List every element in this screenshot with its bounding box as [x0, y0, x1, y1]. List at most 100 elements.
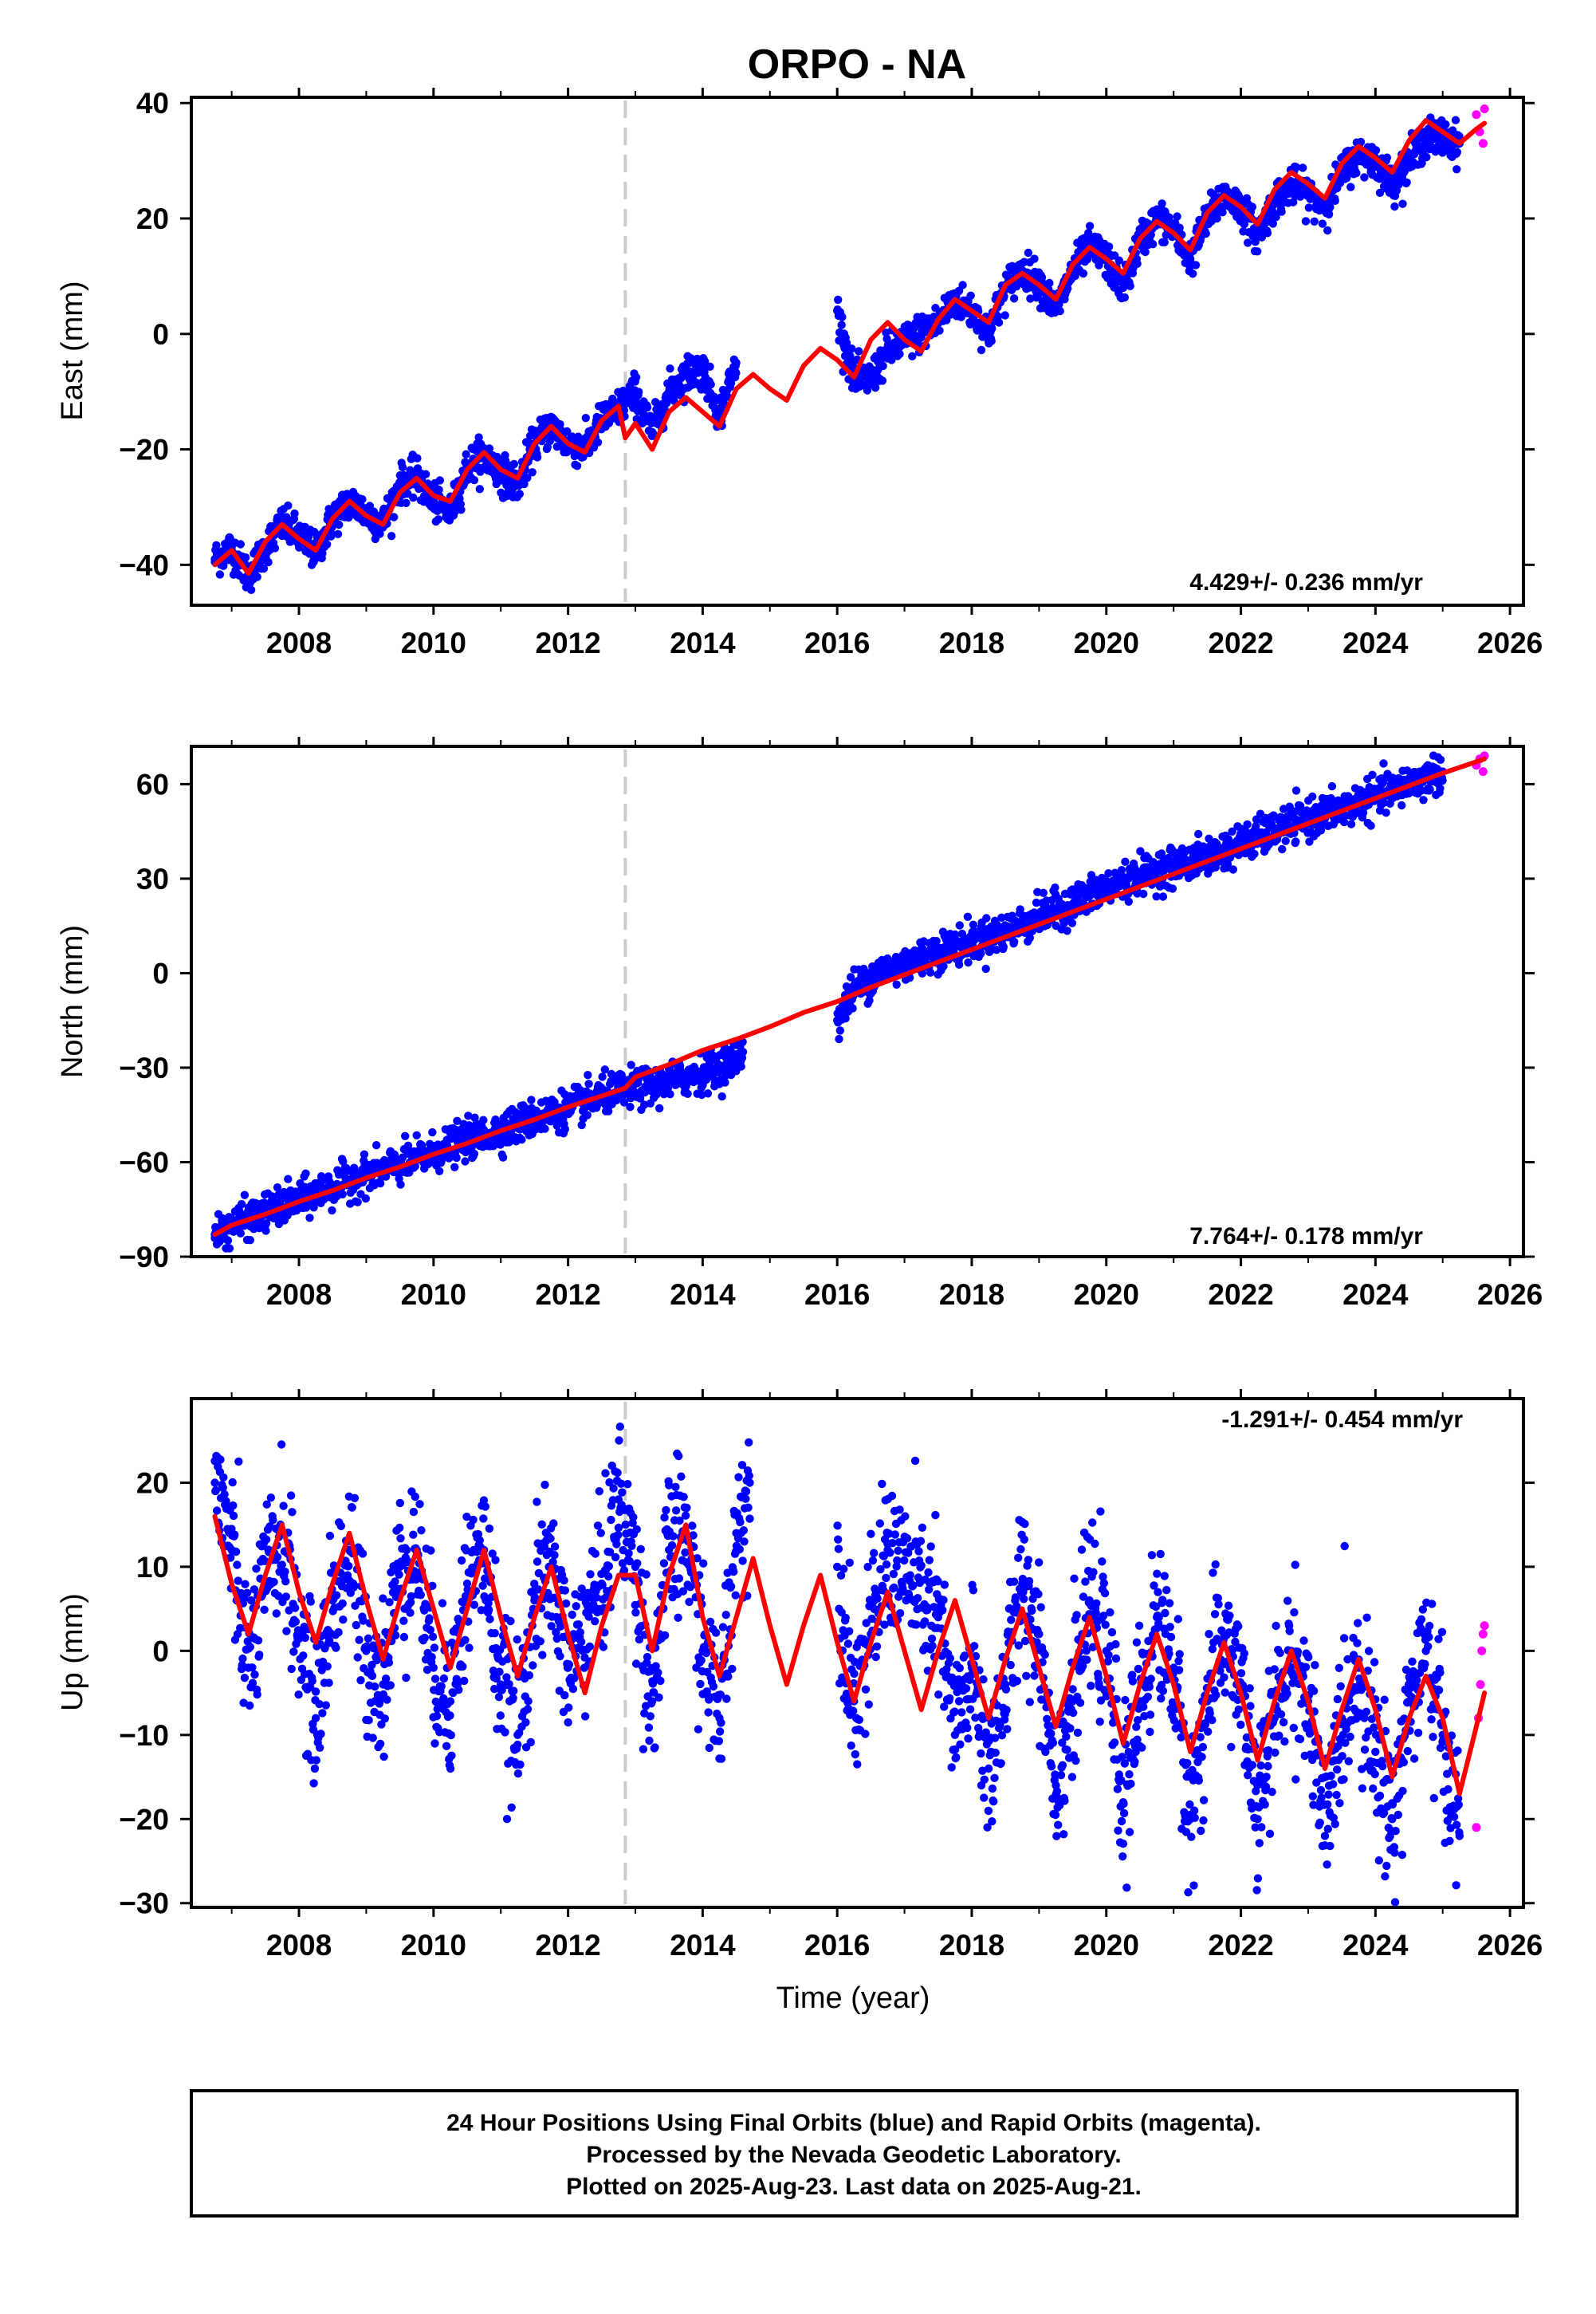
east-final-point	[1063, 284, 1072, 293]
north-final-point	[598, 1072, 607, 1081]
east-y-tick-label: 20	[136, 203, 169, 235]
east-final-point	[212, 541, 221, 549]
east-final-point	[264, 557, 273, 567]
north-final-point	[1278, 844, 1287, 854]
north-final-point	[1419, 796, 1428, 805]
east-final-point	[1287, 179, 1296, 188]
north-final-point	[682, 1072, 690, 1082]
east-final-point	[1323, 226, 1332, 235]
east-final-point	[686, 354, 696, 363]
east-final-point	[833, 306, 842, 315]
north-final-point	[1063, 927, 1071, 935]
east-final-point	[446, 509, 455, 518]
north-final-point	[1382, 809, 1390, 817]
up-x-tick-label: 2026	[1477, 1929, 1543, 1962]
east-x-tick-label: 2008	[266, 627, 332, 659]
north-final-point	[428, 1127, 437, 1137]
north-final-point	[338, 1190, 347, 1199]
north-final-point	[1228, 865, 1238, 874]
north-final-point	[470, 1149, 479, 1159]
north-final-point	[1117, 866, 1126, 875]
north-final-point	[1243, 820, 1252, 829]
north-final-point	[1039, 888, 1048, 898]
east-final-point	[215, 570, 225, 579]
east-final-point	[1000, 311, 1009, 320]
east-final-point	[470, 475, 479, 485]
east-final-point	[1024, 248, 1033, 258]
north-final-point	[583, 1111, 592, 1120]
north-final-point	[479, 1116, 488, 1124]
east-final-point	[1085, 222, 1095, 230]
north-y-tick-label: 30	[136, 863, 169, 895]
east-final-point	[1352, 168, 1361, 178]
east-x-tick-label: 2020	[1074, 627, 1139, 659]
up-y-tick-label: 0	[152, 1635, 169, 1667]
north-final-point	[246, 1236, 254, 1245]
north-final-point	[225, 1244, 234, 1253]
east-y-tick-label: −20	[119, 434, 169, 466]
east-final-point	[563, 427, 572, 436]
north-final-point	[237, 1199, 246, 1209]
up-final-point	[266, 1493, 275, 1502]
north-final-point	[627, 1061, 635, 1069]
up-x-tick-label: 2022	[1208, 1929, 1273, 1962]
up-final-point	[255, 1651, 264, 1659]
north-final-point	[360, 1150, 369, 1159]
north-final-point	[396, 1180, 405, 1189]
north-final-point	[666, 1090, 674, 1099]
east-final-point	[838, 313, 847, 321]
east-final-point	[698, 364, 707, 373]
east-final-point	[1189, 270, 1197, 278]
up-final-point	[216, 1455, 225, 1464]
north-final-point	[737, 1062, 745, 1071]
east-final-point	[1104, 242, 1114, 251]
east-final-point	[485, 444, 494, 453]
east-final-point	[1453, 165, 1461, 174]
east-final-point	[1052, 306, 1060, 315]
east-final-point	[435, 476, 444, 485]
east-final-point	[375, 529, 384, 538]
east-y-axis-label: East (mm)	[56, 281, 89, 420]
up-final-point	[229, 1511, 238, 1521]
east-rapid-orbits-points	[1472, 104, 1489, 148]
up-final-point	[253, 1690, 261, 1699]
east-final-point	[1253, 247, 1262, 256]
north-final-point	[967, 937, 977, 946]
north-final-point	[1169, 861, 1178, 871]
up-final-point	[219, 1473, 228, 1482]
north-final-point	[1308, 792, 1317, 801]
east-x-tick-label: 2022	[1208, 627, 1273, 659]
north-final-point	[977, 949, 985, 958]
north-final-point	[964, 958, 973, 967]
up-final-point	[238, 1654, 247, 1663]
east-final-point	[958, 281, 967, 289]
east-final-point	[1441, 120, 1450, 129]
up-final-point	[246, 1701, 254, 1710]
east-final-point	[1422, 152, 1431, 162]
north-final-point	[999, 943, 1008, 951]
north-panel: 2008 2010 2012 2014 2016 2018 2020 2022 2024 2026…	[56, 737, 1543, 1311]
north-x-tick-label: 2026	[1477, 1278, 1543, 1311]
east-final-point	[533, 453, 542, 462]
north-final-point	[461, 1157, 470, 1166]
north-final-point	[954, 960, 964, 969]
east-final-point	[1277, 207, 1286, 216]
east-final-point	[643, 403, 652, 412]
north-x-tick-label: 2022	[1208, 1278, 1273, 1311]
east-final-point	[395, 479, 404, 489]
east-final-point	[1382, 153, 1392, 162]
east-final-point	[434, 486, 443, 494]
north-final-point	[1327, 781, 1337, 791]
east-final-point	[475, 485, 484, 494]
north-final-point	[1379, 759, 1388, 768]
east-final-point	[878, 376, 887, 385]
north-final-point	[305, 1214, 314, 1222]
east-final-point	[515, 490, 524, 498]
north-final-point	[541, 1124, 549, 1133]
east-final-point	[520, 479, 529, 489]
north-final-point	[1124, 897, 1134, 907]
east-final-point	[253, 573, 261, 581]
up-x-tick-label: 2012	[535, 1929, 600, 1962]
east-final-point	[871, 384, 880, 392]
